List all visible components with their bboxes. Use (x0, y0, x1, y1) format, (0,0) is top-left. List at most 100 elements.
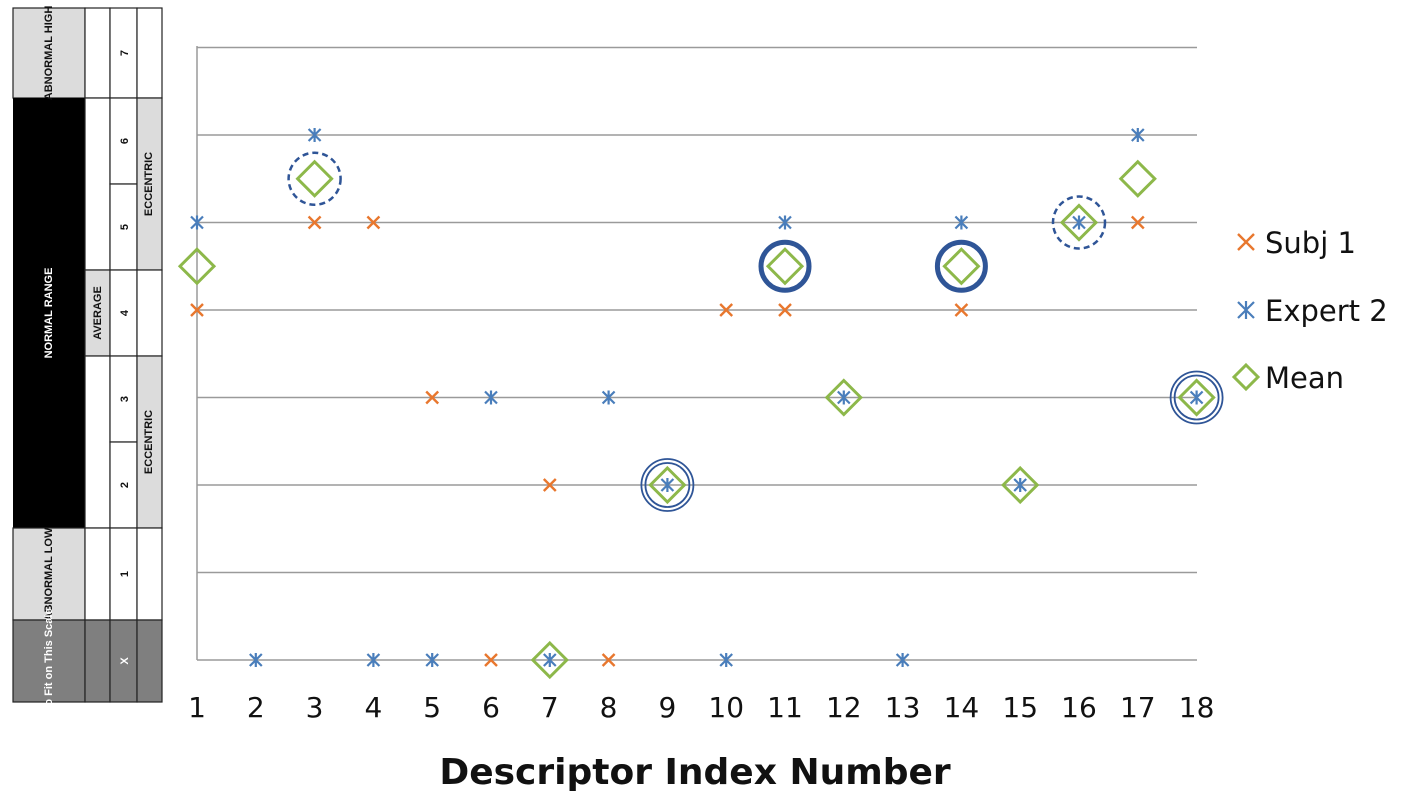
legend-marker-diamond (1231, 362, 1261, 392)
data-point-x (484, 653, 498, 667)
scale-value-label: 1 (119, 571, 131, 577)
data-point-asterisk (895, 653, 910, 667)
data-point-diamond (177, 247, 217, 286)
x-tick-label: 4 (364, 691, 382, 724)
data-point-asterisk (366, 653, 381, 667)
legend-item: Expert 2 (1237, 294, 1388, 328)
x-tick-label: 9 (658, 691, 676, 724)
annotation-double-circle-outer (1169, 370, 1224, 425)
annotation-circles (287, 151, 1224, 512)
data-point-asterisk (1013, 478, 1027, 492)
annotation-dashed-circle (1051, 195, 1107, 250)
x-tick-label: 8 (600, 691, 618, 724)
legend-label: Expert 2 (1265, 294, 1388, 328)
data-point-x (366, 215, 381, 230)
data-point-x (778, 303, 792, 317)
data-marks (177, 128, 1216, 680)
x-tick-label: 1 (188, 691, 206, 724)
data-point-asterisk (954, 215, 969, 230)
annotation-double-circle-outer (640, 458, 695, 512)
scale-value-label: 5 (119, 224, 131, 230)
data-point-diamond (1177, 378, 1216, 417)
data-point-x (542, 478, 557, 492)
data-point-asterisk (601, 390, 616, 405)
data-point-x (307, 215, 322, 230)
data-point-diamond (295, 159, 334, 198)
data-point-diamond (530, 640, 569, 680)
legend-item: Mean (1231, 361, 1344, 395)
data-point-diamond (648, 465, 687, 505)
scale-value-label: X (119, 657, 131, 665)
label-average: AVERAGE (92, 286, 104, 340)
label-eccentric-upper: ECCENTRIC (143, 152, 155, 216)
data-point-x (425, 390, 440, 405)
annotation-double-circle-inner (644, 462, 691, 508)
data-point-x (190, 303, 204, 317)
grid-lines (197, 46, 1197, 661)
data-point-diamond (1118, 159, 1157, 198)
data-point-diamond (765, 247, 805, 286)
annotation-dashed-circle (287, 151, 342, 206)
x-tick-label: 16 (1061, 691, 1097, 724)
x-axis-title: Descriptor Index Number (439, 752, 951, 791)
data-point-asterisk (249, 653, 263, 667)
data-point-asterisk (425, 653, 439, 667)
legend: Subj 1 Expert 2 Mean (1231, 226, 1388, 395)
data-point-x (719, 303, 734, 317)
data-point-asterisk (543, 653, 557, 667)
legend-label: Mean (1265, 361, 1344, 395)
annotation-thick-circle (758, 239, 812, 293)
label-normal-range: NORMAL RANGE (43, 268, 55, 359)
data-point-asterisk (307, 128, 322, 142)
data-point-x (954, 303, 969, 317)
data-point-x (1130, 215, 1145, 230)
legend-label: Subj 1 (1265, 226, 1356, 260)
label-eccentric-lower: ECCENTRIC (143, 410, 155, 474)
x-tick-label: 10 (708, 691, 744, 724)
legend-marker-x (1237, 233, 1255, 251)
data-point-asterisk (1131, 128, 1145, 142)
x-tick-label: 2 (247, 691, 265, 724)
data-point-asterisk (837, 390, 851, 405)
x-tick-label: 13 (885, 691, 921, 724)
data-point-asterisk (660, 478, 675, 492)
scale-value-label: 3 (119, 396, 131, 402)
data-point-asterisk (1189, 390, 1204, 405)
legend-item: Subj 1 (1237, 226, 1356, 260)
data-point-asterisk (190, 215, 204, 230)
annotation-thick-circle (934, 239, 988, 293)
data-point-asterisk (484, 390, 498, 405)
x-tick-label: 12 (826, 691, 862, 724)
scale-value-label: 2 (119, 482, 131, 488)
data-point-asterisk (719, 653, 733, 667)
scale-value-label: 4 (119, 309, 131, 316)
x-tick-label: 6 (482, 691, 500, 724)
x-tick-label: 15 (1002, 691, 1038, 724)
label-abnormal-high: ABNORMAL HIGH (43, 6, 55, 101)
x-tick-label: 18 (1179, 691, 1215, 724)
scale-values: 7 6 5 4 3 2 1 X (119, 50, 131, 665)
data-point-diamond (1059, 203, 1099, 242)
x-tick-label: 14 (944, 691, 980, 724)
x-tick-label: 7 (541, 691, 559, 724)
data-point-asterisk (778, 215, 792, 230)
x-tick-label: 3 (306, 691, 324, 724)
data-point-asterisk (1072, 215, 1086, 230)
data-point-x (601, 653, 616, 667)
scale-value-label: 7 (119, 50, 131, 56)
x-tick-label: 17 (1120, 691, 1156, 724)
label-abnormal-low: ABNORMAL LOW (43, 527, 55, 620)
x-tick-label: 11 (767, 691, 803, 724)
x-tick-labels: 1 2 3 4 5 6 7 8 9 10 11 12 13 14 15 16 17 18 (188, 691, 1214, 724)
data-point-diamond (942, 247, 981, 286)
scale-table: ABNORMAL HIGH NORMAL RANGE ABNORMAL LOW … (12, 6, 163, 714)
annotation-double-circle-inner (1173, 374, 1220, 421)
data-point-diamond (1001, 465, 1040, 505)
abnormal-high-text: ABNORMAL HIGH (43, 6, 55, 101)
label-no-fit: No Fit on This Scale (43, 608, 55, 713)
scale-value-label: 6 (119, 138, 131, 144)
data-point-diamond (824, 378, 863, 417)
legend-marker-asterisk (1237, 301, 1255, 319)
x-tick-label: 5 (423, 691, 441, 724)
